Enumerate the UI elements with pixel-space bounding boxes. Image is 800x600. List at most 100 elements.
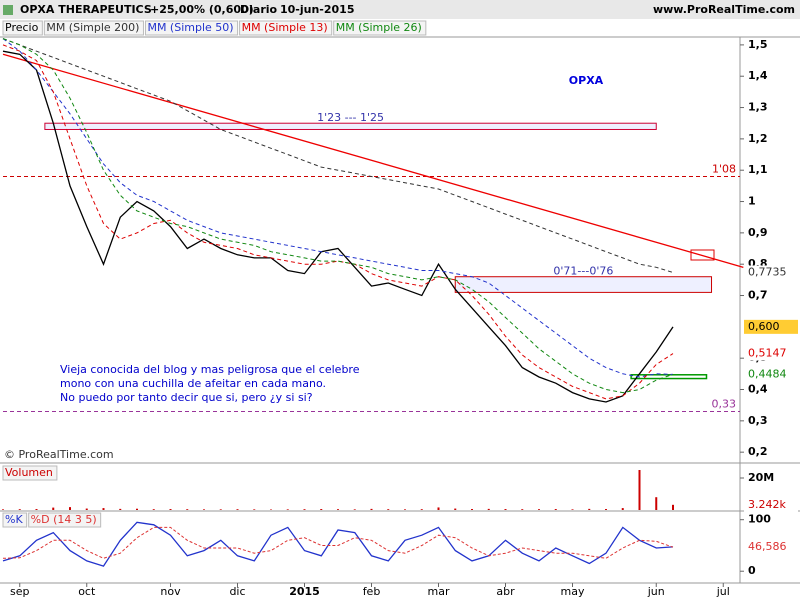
level-label: 1'08	[712, 162, 736, 175]
bar	[2, 509, 4, 510]
last-value-box	[744, 265, 798, 280]
bar	[521, 509, 524, 510]
x-tick-label: jun	[647, 585, 665, 598]
bar	[320, 509, 323, 510]
change: +25,00% (0,600)	[150, 3, 254, 16]
last-value-box	[744, 367, 798, 382]
legend-entry: MM (Simple 26)	[336, 21, 422, 34]
symbol: OPXA THERAPEUTICS	[20, 3, 152, 16]
y-tick-label: 1	[748, 195, 756, 208]
series-line	[2, 38, 674, 394]
legend-entry: MM (Simple 200)	[46, 21, 139, 34]
y-tick-label: 20M	[748, 471, 774, 484]
bar	[152, 509, 155, 510]
level-zone	[454, 276, 713, 293]
header-icon	[3, 5, 13, 15]
bar	[18, 509, 21, 510]
bar	[621, 508, 624, 510]
annotation: No puedo por tanto decir que si, pero ¿y…	[60, 391, 313, 404]
bar	[672, 504, 674, 510]
y-tick-label: 100	[748, 513, 771, 526]
bar	[420, 509, 423, 510]
bar	[370, 508, 373, 510]
x-tick-label: nov	[160, 585, 181, 598]
bar	[605, 509, 607, 510]
legend-entry: %D (14 3 5)	[31, 513, 97, 526]
last-value-label: 0,600	[748, 320, 780, 333]
bar	[219, 509, 222, 510]
bar	[203, 509, 205, 510]
annotation: Vieja conocida del blog y mas peligrosa …	[60, 363, 360, 376]
bar	[638, 470, 641, 510]
bar	[337, 509, 339, 510]
bar	[454, 508, 457, 510]
y-tick-label: 1,5	[748, 38, 768, 51]
bar	[487, 508, 490, 510]
level-zone	[630, 374, 708, 380]
y-tick-label: 1,1	[748, 163, 768, 176]
x-tick-label: dic	[229, 585, 245, 598]
y-tick-label: 0,3	[748, 414, 768, 427]
legend-box	[2, 512, 28, 528]
last-value-box	[744, 319, 798, 334]
bar	[35, 509, 38, 510]
bar	[169, 509, 172, 510]
bar	[69, 507, 71, 510]
bar	[554, 509, 557, 510]
x-tick-label: sep	[10, 585, 29, 598]
y-tick-label: 0	[748, 564, 756, 577]
series-line	[2, 38, 674, 273]
series-line	[2, 50, 674, 403]
bar	[52, 507, 55, 510]
last-value-label: 0,4484	[748, 367, 787, 380]
legend-entry: MM (Simple 50)	[147, 21, 233, 34]
bar	[102, 508, 105, 510]
trend-line	[2, 53, 744, 268]
bar	[136, 508, 138, 510]
y-tick-label: 0,4	[748, 383, 768, 396]
legend-entry: MM (Simple 13)	[242, 21, 328, 34]
bar	[655, 497, 658, 510]
site: www.ProRealTime.com	[653, 3, 795, 16]
legend-box	[239, 20, 333, 36]
x-tick-label: abr	[496, 585, 515, 598]
y-tick-label: 1,4	[748, 69, 768, 82]
bar	[85, 508, 88, 510]
y-tick-label: 0,7	[748, 289, 768, 302]
x-tick-label: may	[561, 585, 585, 598]
legend-box	[28, 512, 102, 528]
period: Diario	[240, 3, 278, 16]
bar	[471, 509, 473, 510]
series-line	[2, 526, 674, 559]
last-value-label: 0,7735	[748, 265, 787, 278]
legend-box	[2, 465, 58, 481]
bar	[504, 509, 507, 510]
bar	[437, 507, 440, 510]
last-value-box	[744, 346, 798, 361]
bar	[236, 509, 239, 510]
bar	[538, 509, 540, 510]
bar	[119, 508, 122, 510]
copyright: © ProRealTime.com	[4, 448, 114, 461]
chart-title: OPXA	[569, 74, 604, 87]
legend-entry: Precio	[5, 21, 39, 34]
bar	[286, 509, 289, 510]
last-value-label: 46,586	[748, 540, 787, 553]
x-tick-label: feb	[363, 585, 381, 598]
annotation: mono con una cuchilla de afeitar en cada…	[60, 377, 326, 390]
level-label: 0'71---0'76	[553, 265, 613, 278]
y-tick-label: 0,2	[748, 445, 768, 458]
bar	[387, 509, 390, 510]
legend-box	[2, 20, 43, 36]
x-tick-label: oct	[78, 585, 96, 598]
bar	[253, 509, 256, 510]
level-zone	[44, 122, 657, 130]
last-value-label: 0,5147	[748, 347, 787, 360]
date: 10-jun-2015	[280, 3, 355, 16]
legend-box	[43, 20, 144, 36]
legend-box	[144, 20, 239, 36]
y-tick-label: 1,2	[748, 132, 768, 145]
header-bar	[0, 0, 800, 19]
